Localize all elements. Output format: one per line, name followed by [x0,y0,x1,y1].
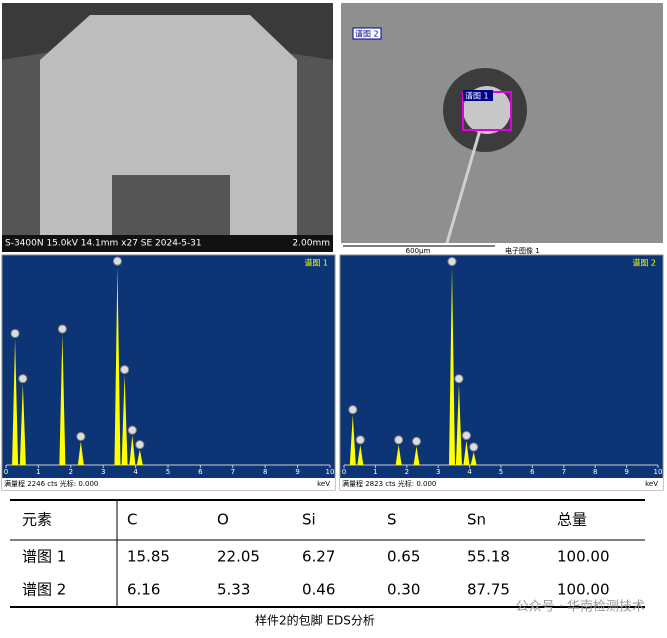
table-cell: 6.16 [127,581,160,599]
x-tick-label: 4 [467,468,472,476]
watermark: 公众号 · 华南检测技术 [516,599,645,615]
peak-marker [469,442,479,452]
x-tick-label: 5 [166,468,170,476]
table-cell: 谱图 2 [22,581,66,599]
x-tick-label: 8 [263,468,267,476]
peak-marker [57,324,67,334]
table-header: C [127,511,137,529]
table-header: Sn [467,511,486,529]
peak [395,444,402,465]
spectrum-title: 谱图 1 [304,258,328,268]
peak-marker [412,436,422,446]
sem-wire [445,129,482,244]
spectrum-footer: 满量程 2246 cts 光标: 0.000 [4,479,98,488]
table-cell: 0.30 [387,581,420,599]
table-cell: 22.05 [217,548,260,566]
x-tick-label: 6 [198,468,203,476]
x-tick-label: 9 [295,468,299,476]
peak-marker [127,425,137,435]
sem-part [40,15,297,235]
table-cell: 5.33 [217,581,250,599]
x-tick-label: 0 [4,468,8,476]
peak-marker [454,374,464,384]
x-axis-label: keV [317,480,330,488]
x-tick-label: 1 [36,468,40,476]
peak [19,383,26,465]
peak-marker [120,365,130,375]
region-label: 谱图 2 [355,29,379,39]
table-header: S [387,511,397,529]
table-header: 元素 [22,511,52,529]
table-cell: 6.27 [302,548,335,566]
x-tick-label: 7 [231,468,235,476]
table-cell: 55.18 [467,548,510,566]
peak-marker [135,440,145,450]
peak-marker [10,328,20,338]
x-tick-label: 9 [624,468,628,476]
x-tick-label: 2 [69,468,73,476]
peak-marker [394,435,404,445]
scale-label: 2.00mm [292,239,330,249]
peak-marker [112,256,122,266]
peak-marker [18,374,28,384]
sem-info: S-3400N 15.0kV 14.1mm x27 SE 2024-5-31 [5,239,202,249]
spectrum-footer-bg [2,478,335,490]
x-tick-label: 3 [436,468,440,476]
peak [77,441,84,465]
spectrum-title: 谱图 2 [632,258,656,268]
peak [470,452,477,465]
region-label: 谱图 1 [465,91,489,101]
table-cell: 谱图 1 [22,548,66,566]
peak-marker [348,405,358,415]
x-tick-label: 0 [342,468,346,476]
x-tick-label: 8 [593,468,597,476]
x-tick-label: 6 [530,468,535,476]
x-tick-label: 10 [654,468,663,476]
x-tick-label: 7 [562,468,566,476]
peak-marker [355,435,365,445]
peak [463,440,470,465]
spectrum-footer: 满量程 2823 cts 光标: 0.000 [342,479,436,488]
table-header: Si [302,511,316,529]
peak [413,446,420,465]
peak [59,333,66,465]
table-header: O [217,511,229,529]
peak [136,449,143,465]
x-tick-label: 4 [133,468,138,476]
x-tick-label: 1 [373,468,377,476]
peak [455,383,462,465]
peak [114,266,121,465]
x-axis-label: keV [645,480,658,488]
peak-marker [76,432,86,442]
table-cell: 0.46 [302,581,335,599]
x-tick-label: 10 [326,468,335,476]
region-tag [463,90,493,101]
peak [349,414,356,465]
x-tick-label: 2 [405,468,409,476]
table-header: 总量 [557,511,587,529]
peak-marker [447,257,457,267]
table-cell: 87.75 [467,581,510,599]
spectrum-panel [339,254,664,491]
info-bar [2,235,333,252]
table-cell: 100.00 [557,581,610,599]
peak-marker [461,431,471,441]
peak [449,266,456,465]
peak [129,435,136,465]
peak [357,444,364,465]
region-tag [352,27,382,40]
table-cell: 100.00 [557,548,610,566]
peak [121,374,128,465]
table-cell: 15.85 [127,548,170,566]
spectrum-panel [1,254,336,491]
caption: 样件2的包脚 EDS分析 [255,613,375,628]
spectrum-footer-bg [340,478,663,490]
scale-label: 600μm [406,247,431,255]
x-tick-label: 3 [101,468,105,476]
peak [12,338,19,465]
x-tick-label: 5 [499,468,503,476]
image-caption: 电子图像 1 [505,246,540,255]
table-cell: 0.65 [387,548,420,566]
